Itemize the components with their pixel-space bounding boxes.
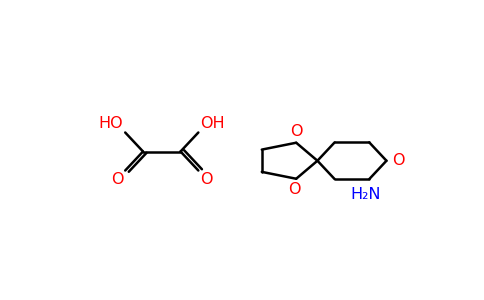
Text: H₂N: H₂N [350,187,381,202]
Text: O: O [200,172,213,187]
Text: O: O [288,182,301,197]
Text: O: O [392,153,405,168]
Text: OH: OH [200,116,225,131]
Text: HO: HO [99,116,123,131]
Text: O: O [111,172,123,187]
Text: O: O [290,124,302,139]
